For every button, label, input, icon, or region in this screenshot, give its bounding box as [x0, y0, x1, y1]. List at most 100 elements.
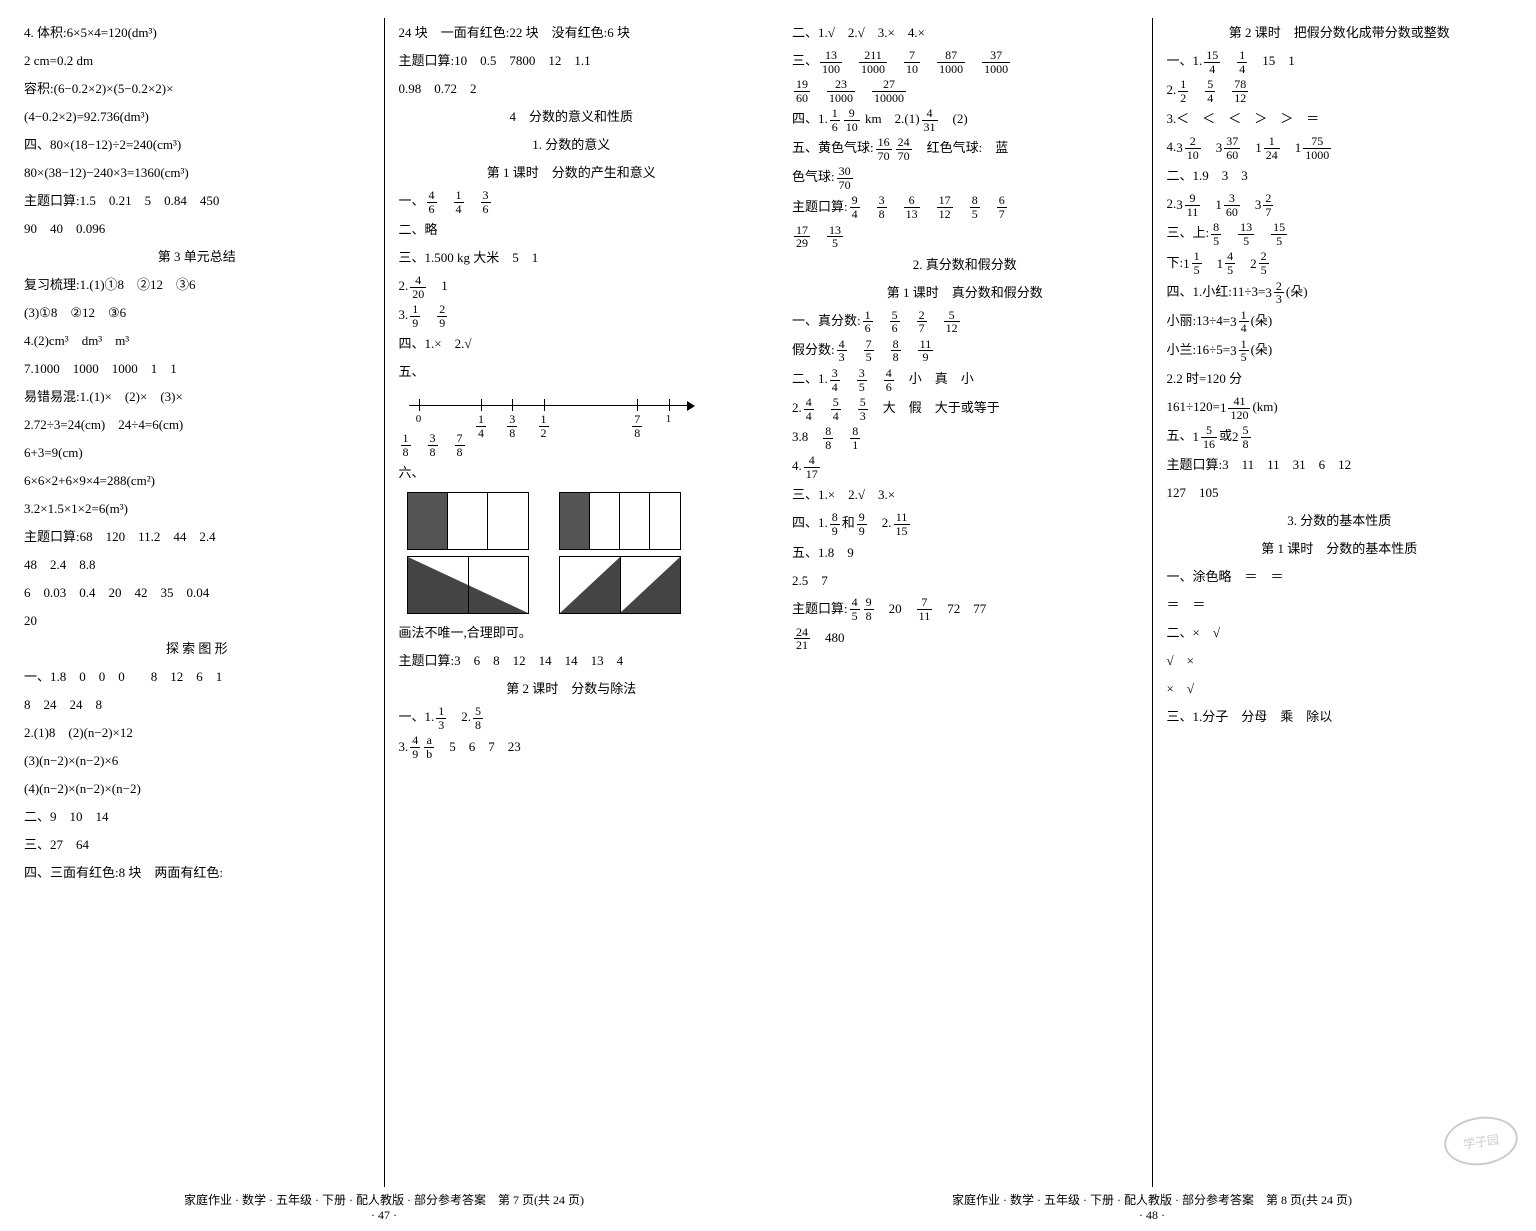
text-line: 四、三面有红色:8 块 两面有红色:	[24, 860, 370, 886]
text-line: 主题口算:3 11 11 31 6 12	[1167, 452, 1513, 478]
text-line: 四、80×(18−12)÷2=240(cm³)	[24, 132, 370, 158]
text-line: 一、46 14 36	[399, 188, 745, 215]
text-line: (3)(n−2)×(n−2)×6	[24, 748, 370, 774]
text-line: 主题口算:3 6 8 12 14 14 13 4	[399, 648, 745, 674]
text-line: (4−0.2×2)=92.736(dm³)	[24, 104, 370, 130]
text-line: 二、9 10 14	[24, 804, 370, 830]
text-line: 一、1.13 2.58	[399, 704, 745, 731]
text-line: 三、27 64	[24, 832, 370, 858]
text-line: 4 分数的意义和性质	[399, 104, 745, 130]
text-line: 探 索 图 形	[24, 636, 370, 662]
text-line: 二、× √	[1167, 620, 1513, 646]
text-line: 4.3210 33760 1124 1751000	[1167, 134, 1513, 161]
text-line: 7.1000 1000 1000 1 1	[24, 356, 370, 382]
watermark-stamp: 学子园	[1441, 1112, 1521, 1170]
text-line: 小兰:16÷5=315(朵)	[1167, 337, 1513, 364]
text-line: 4.(2)cm³ dm³ m³	[24, 328, 370, 354]
column-divider	[1152, 18, 1153, 1187]
text-line: 第 1 课时 真分数和假分数	[792, 280, 1138, 306]
text-line: 六、	[399, 460, 745, 486]
text-line: 色气球:3070	[792, 164, 1138, 191]
page-47: 4. 体积:6×5×4=120(dm³)2 cm=0.2 dm容积:(6−0.2…	[0, 0, 768, 1231]
text-line: 五、黄色气球:16702470 红色气球: 蓝	[792, 135, 1138, 162]
text-line: 第 1 课时 分数的产生和意义	[399, 160, 745, 186]
text-line: 二、1.34 35 46 小 真 小	[792, 366, 1138, 393]
page-root: 4. 体积:6×5×4=120(dm³)2 cm=0.2 dm容积:(6−0.2…	[0, 0, 1536, 1231]
text-line: 易错易混:1.(1)× (2)× (3)×	[24, 384, 370, 410]
text-line: 3.8 88 81	[792, 424, 1138, 451]
text-line: 2. 真分数和假分数	[792, 252, 1138, 278]
text-line: 2.2 时=120 分	[1167, 366, 1513, 392]
page-48-columns: 二、1.√ 2.√ 3.× 4.×三、13100 2111000 710 871…	[780, 18, 1524, 1187]
text-line: 48 2.4 8.8	[24, 552, 370, 578]
page48-col2: 学子园 第 2 课时 把假分数化成带分数或整数一、1.154 14 15 12.…	[1155, 18, 1525, 1187]
text-line: 2.12 54 7812	[1167, 77, 1513, 104]
tri-diagram	[559, 556, 681, 614]
text-line: 第 2 课时 把假分数化成带分数或整数	[1167, 20, 1513, 46]
text-line: 容积:(6−0.2×2)×(5−0.2×2)×	[24, 76, 370, 102]
footer-47: 家庭作业 · 数学 · 五年级 · 下册 · 配人教版 · 部分参考答案 第 7…	[12, 1187, 756, 1208]
text-line: 三、上:85 135 155	[1167, 220, 1513, 247]
text-line: 主题口算:1.5 0.21 5 0.84 450	[24, 188, 370, 214]
text-line: 四、1.× 2.√	[399, 331, 745, 357]
column-divider	[384, 18, 385, 1187]
text-line: 161÷120=141120(km)	[1167, 394, 1513, 421]
text-line: 一、1.154 14 15 1	[1167, 48, 1513, 75]
text-line: 3. 分数的基本性质	[1167, 508, 1513, 534]
text-line: 8 24 24 8	[24, 692, 370, 718]
text-line: 三、13100 2111000 710 871000 371000	[792, 48, 1138, 75]
text-line: 三、1.500 kg 大米 5 1	[399, 245, 745, 271]
text-line: 18 38 78	[399, 431, 745, 458]
text-line: 小丽:13÷4=314(朵)	[1167, 308, 1513, 335]
text-line: 下:115 145 225	[1167, 250, 1513, 277]
text-line: 6 0.03 0.4 20 42 35 0.04	[24, 580, 370, 606]
text-line: 0.98 0.72 2	[399, 76, 745, 102]
page-47-columns: 4. 体积:6×5×4=120(dm³)2 cm=0.2 dm容积:(6−0.2…	[12, 18, 756, 1187]
text-line: 90 40 0.096	[24, 216, 370, 242]
text-line: 1. 分数的意义	[399, 132, 745, 158]
text-line: ＝ ＝	[1167, 592, 1513, 618]
text-line: (3)①8 ②12 ③6	[24, 300, 370, 326]
text-line: √ ×	[1167, 648, 1513, 674]
text-line: 四、1.小红:11÷3=323(朵)	[1167, 279, 1513, 306]
text-line: 3.49ab 5 6 7 23	[399, 734, 745, 761]
text-line: 四、1.89和99 2.1115	[792, 510, 1138, 537]
text-line: 3.2×1.5×1×2=6(m³)	[24, 496, 370, 522]
text-line: 五、1.8 9	[792, 540, 1138, 566]
text-line: 主题口算:94 38 613 1712 85 67	[792, 194, 1138, 221]
text-line: 三、1.× 2.√ 3.×	[792, 482, 1138, 508]
text-line: 主题口算:10 0.5 7800 12 1.1	[399, 48, 745, 74]
number-line: 0143812781	[409, 389, 689, 429]
text-line: 2.3911 1360 327	[1167, 191, 1513, 218]
text-line: 三、1.分子 分母 乘 除以	[1167, 704, 1513, 730]
text-line: 20	[24, 608, 370, 634]
text-line: 3.＜ ＜ ＜ ＞ ＞ ＝	[1167, 106, 1513, 132]
pagenum-48: · 48 ·	[780, 1208, 1524, 1223]
text-line: 6+3=9(cm)	[24, 440, 370, 466]
text-line: 二、1.9 3 3	[1167, 163, 1513, 189]
text-line: 五、	[399, 359, 745, 385]
pagenum-47: · 47 ·	[12, 1208, 756, 1223]
text-line: 一、涂色略 ＝ ＝	[1167, 564, 1513, 590]
text-line: 6×6×2+6×9×4=288(cm²)	[24, 468, 370, 494]
text-line: 80×(38−12)−240×3=1360(cm³)	[24, 160, 370, 186]
text-line: 第 3 单元总结	[24, 244, 370, 270]
text-line: 主题口算:4598 20 711 72 77	[792, 596, 1138, 623]
page47-col1: 4. 体积:6×5×4=120(dm³)2 cm=0.2 dm容积:(6−0.2…	[12, 18, 382, 1187]
page-48: 二、1.√ 2.√ 3.× 4.×三、13100 2111000 710 871…	[768, 0, 1536, 1231]
text-line: 假分数:43 75 88 119	[792, 337, 1138, 364]
diagram-row	[407, 556, 745, 614]
text-line: (4)(n−2)×(n−2)×(n−2)	[24, 776, 370, 802]
rect-diagram	[559, 492, 681, 550]
text-line: 24 块 一面有红色:22 块 没有红色:6 块	[399, 20, 745, 46]
text-line: 2.(1)8 (2)(n−2)×12	[24, 720, 370, 746]
text-line: 二、略	[399, 217, 745, 243]
diagram-row	[407, 492, 745, 550]
rect-diagram	[407, 492, 529, 550]
text-line: 复习梳理:1.(1)①8 ②12 ③6	[24, 272, 370, 298]
text-line: 2.44 54 53 大 假 大于或等于	[792, 395, 1138, 422]
text-line: 1729 135	[792, 223, 1138, 250]
text-line: 2.420 1	[399, 273, 745, 300]
text-line: 五、1516或258	[1167, 423, 1513, 450]
text-line: 2421 480	[792, 625, 1138, 652]
